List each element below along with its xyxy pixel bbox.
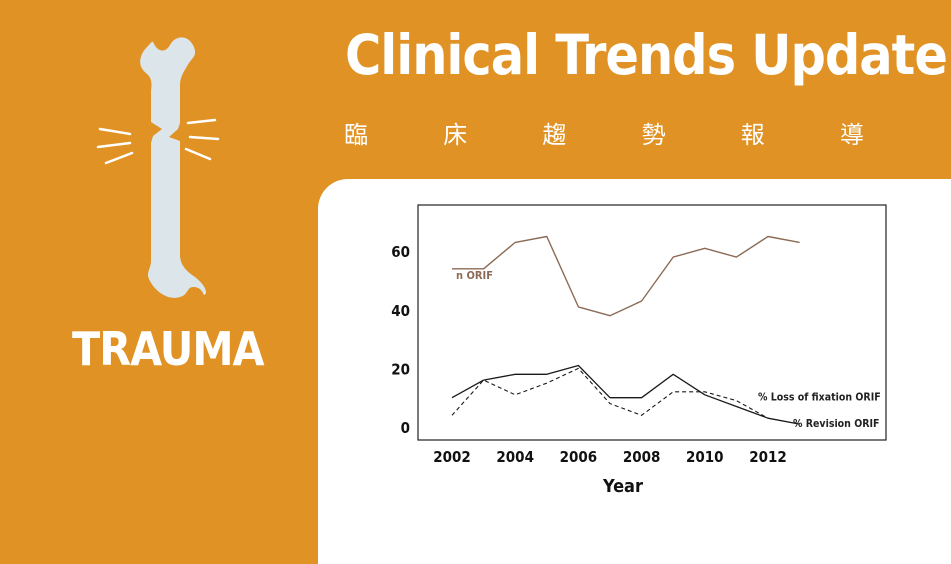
series-label-revision-orif: % Revision ORIF [793, 418, 879, 430]
y-tick-label: 20 [391, 360, 410, 378]
y-tick-label: 40 [391, 302, 410, 320]
y-tick-label: 60 [391, 243, 410, 261]
subtitle-char: 臨 [344, 121, 368, 149]
series-label-n-orif: n ORIF [456, 269, 493, 282]
series-line-n-orif [452, 235, 800, 317]
x-axis-label: Year [602, 476, 643, 497]
x-tick-label: 2006 [560, 448, 598, 466]
x-tick-label: 2008 [623, 448, 661, 466]
x-tick-label: 2002 [433, 448, 471, 466]
subtitle-char: 報 [740, 121, 765, 149]
page-subtitle: 臨 床 趨 勢 報 導 [344, 115, 864, 150]
line-chart: 0 20 40 60 2002 2004 2006 2008 2010 2012 Year n ORI… [391, 204, 887, 497]
series-label-loss-of-fixation-orif: % Loss of fixation ORIF [758, 392, 881, 404]
x-tick-label: 2012 [749, 448, 787, 466]
x-tick-label: 2010 [686, 448, 724, 466]
page-title: Clinical Trends Update [345, 23, 948, 87]
x-tick-label: 2004 [496, 448, 534, 466]
plot-frame [417, 204, 887, 441]
section-label: TRAUMA [72, 322, 265, 376]
series-line-revision-orif [451, 364, 800, 425]
subtitle-char: 導 [839, 121, 864, 149]
subtitle-char: 床 [443, 121, 468, 149]
fractured-bone-icon [80, 25, 240, 319]
y-tick-label: 0 [401, 419, 410, 437]
subtitle-char: 勢 [641, 121, 666, 149]
series-line-loss-of-fixation-orif [451, 367, 769, 419]
content-panel [318, 179, 951, 564]
subtitle-char: 趨 [542, 121, 567, 149]
